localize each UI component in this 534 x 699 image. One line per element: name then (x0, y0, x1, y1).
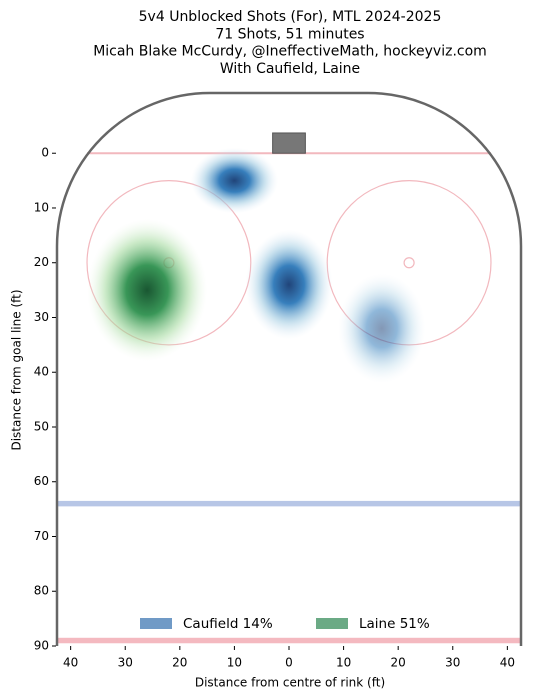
faceoff-dot (403, 257, 415, 269)
y-tick-label: 70 (34, 529, 49, 543)
legend-label: Caufield 14% (183, 616, 273, 632)
y-tick-label: 40 (34, 365, 49, 379)
y-axis-label: Distance from goal line (ft) (10, 289, 24, 450)
x-tick-label: 10 (227, 656, 242, 670)
blue-line (57, 500, 521, 507)
x-tick-label: 10 (336, 656, 351, 670)
chart-title: With Caufield, Laine (220, 61, 360, 77)
y-tick-label: 80 (34, 584, 49, 598)
y-tick-label: 90 (34, 639, 49, 653)
y-tick-label: 60 (34, 474, 49, 488)
y-tick-label: 20 (34, 255, 49, 269)
x-tick-label: 40 (500, 656, 515, 670)
chart-title: 71 Shots, 51 minutes (215, 26, 364, 42)
chart-title: Micah Blake McCurdy, @IneffectiveMath, h… (93, 44, 487, 60)
density-blob (87, 218, 208, 362)
legend-swatch (316, 618, 348, 629)
y-tick-label: 0 (41, 146, 49, 160)
density-blob (190, 147, 279, 214)
legend-label: Laine 51% (359, 616, 430, 632)
x-tick-label: 20 (172, 656, 187, 670)
density-blob (245, 229, 333, 340)
net (272, 132, 306, 154)
x-axis-label: Distance from centre of rink (ft) (195, 676, 385, 690)
x-tick-label: 30 (445, 656, 460, 670)
x-tick-label: 30 (118, 656, 133, 670)
y-tick-label: 50 (34, 419, 49, 433)
x-tick-label: 40 (63, 656, 78, 670)
x-tick-label: 20 (391, 656, 406, 670)
chart-title: 5v4 Unblocked Shots (For), MTL 2024-2025 (139, 9, 442, 25)
y-tick-label: 30 (34, 310, 49, 324)
red-line (57, 637, 521, 644)
x-tick-label: 0 (285, 656, 293, 670)
y-tick-label: 10 (34, 200, 49, 214)
legend-swatch (140, 618, 172, 629)
rink-boundary (55, 91, 523, 646)
density-blob (338, 273, 426, 384)
